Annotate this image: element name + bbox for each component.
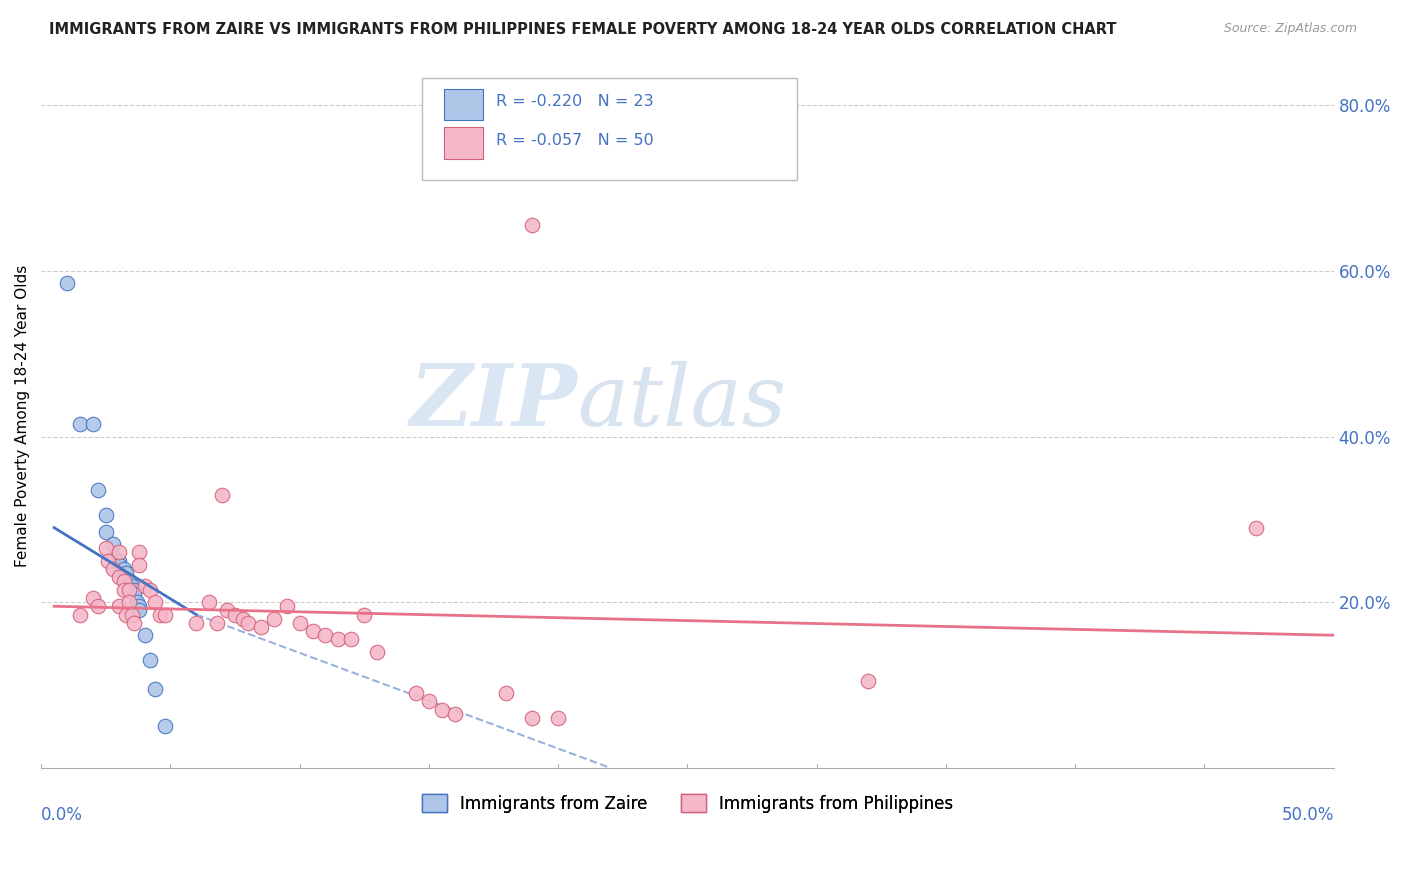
Point [82, 591, 104, 605]
Point [107, 558, 129, 572]
Point [418, 694, 440, 708]
Point [103, 537, 125, 551]
Point [143, 681, 166, 696]
Point [143, 595, 166, 609]
Text: 50.0%: 50.0% [1281, 806, 1334, 824]
Point [1244, 521, 1267, 535]
Text: R = -0.220   N = 23: R = -0.220 N = 23 [496, 94, 654, 109]
Point [153, 607, 176, 622]
Point [405, 686, 427, 700]
Point [276, 599, 298, 614]
Text: 0.0%: 0.0% [41, 806, 83, 824]
Point [211, 487, 233, 501]
Point [118, 574, 141, 589]
Point [94, 524, 117, 539]
Point [138, 653, 160, 667]
Point [443, 706, 465, 721]
Point [122, 582, 145, 597]
Point [314, 628, 336, 642]
FancyBboxPatch shape [422, 78, 797, 180]
Point [224, 607, 246, 622]
Point [366, 645, 388, 659]
Point [112, 582, 135, 597]
Point [121, 607, 143, 622]
Text: atlas: atlas [578, 360, 786, 443]
Point [263, 612, 285, 626]
Point [107, 570, 129, 584]
Bar [444, 88, 484, 120]
Point [56, 277, 79, 291]
Point [858, 673, 880, 688]
Point [522, 219, 544, 233]
Point [103, 562, 125, 576]
Point [250, 620, 273, 634]
Point [495, 686, 517, 700]
Point [186, 615, 208, 630]
Point [198, 595, 221, 609]
Point [232, 612, 254, 626]
Point [128, 603, 150, 617]
Point [328, 632, 350, 647]
Point [107, 599, 129, 614]
Point [138, 582, 160, 597]
Y-axis label: Female Poverty Among 18-24 Year Olds: Female Poverty Among 18-24 Year Olds [15, 265, 30, 567]
Point [340, 632, 363, 647]
Point [107, 554, 129, 568]
Point [103, 549, 125, 564]
Text: ZIP: ZIP [409, 360, 578, 443]
Legend: Immigrants from Zaire, Immigrants from Philippines: Immigrants from Zaire, Immigrants from P… [415, 787, 960, 819]
Point [522, 711, 544, 725]
Point [122, 615, 145, 630]
Point [97, 554, 120, 568]
Point [112, 574, 135, 589]
Point [94, 541, 117, 556]
Point [149, 607, 172, 622]
Point [301, 624, 323, 639]
Point [112, 562, 135, 576]
Point [107, 545, 129, 559]
Point [115, 566, 138, 581]
Point [128, 599, 150, 614]
Point [82, 417, 104, 432]
Point [94, 508, 117, 523]
Point [217, 603, 239, 617]
Point [125, 595, 148, 609]
Point [134, 628, 156, 642]
Point [353, 607, 375, 622]
Point [128, 558, 150, 572]
Point [115, 607, 138, 622]
Point [288, 615, 311, 630]
Bar [444, 128, 484, 159]
Point [128, 545, 150, 559]
Point [205, 615, 228, 630]
Point [547, 711, 569, 725]
Point [153, 719, 176, 733]
Point [134, 578, 156, 592]
Point [69, 417, 91, 432]
Point [69, 607, 91, 622]
Text: Source: ZipAtlas.com: Source: ZipAtlas.com [1223, 22, 1357, 36]
Text: IMMIGRANTS FROM ZAIRE VS IMMIGRANTS FROM PHILIPPINES FEMALE POVERTY AMONG 18-24 : IMMIGRANTS FROM ZAIRE VS IMMIGRANTS FROM… [49, 22, 1116, 37]
Point [430, 703, 453, 717]
Point [87, 483, 110, 498]
Point [121, 578, 143, 592]
Point [118, 595, 141, 609]
Point [118, 582, 141, 597]
Point [122, 587, 145, 601]
Text: R = -0.057   N = 50: R = -0.057 N = 50 [496, 133, 654, 147]
Point [236, 615, 259, 630]
Point [87, 599, 110, 614]
